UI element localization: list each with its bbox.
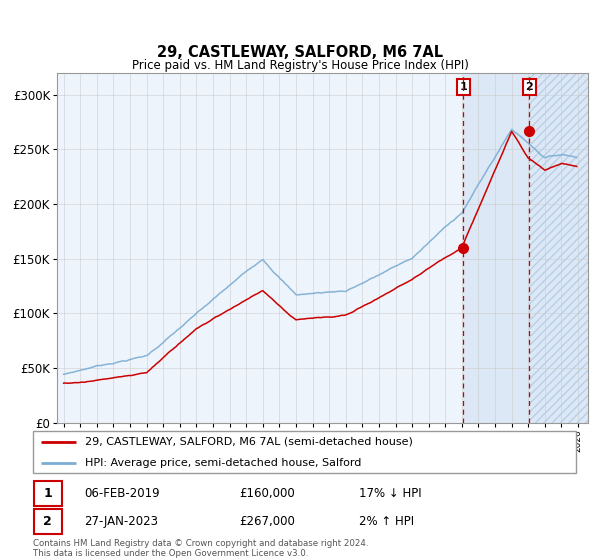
Text: 29, CASTLEWAY, SALFORD, M6 7AL: 29, CASTLEWAY, SALFORD, M6 7AL: [157, 45, 443, 60]
Text: 2: 2: [526, 82, 533, 92]
Bar: [529, 73, 588, 423]
Text: HPI: Average price, semi-detached house, Salford: HPI: Average price, semi-detached house,…: [85, 458, 361, 468]
Text: 2% ↑ HPI: 2% ↑ HPI: [359, 515, 414, 528]
Text: 27-JAN-2023: 27-JAN-2023: [85, 515, 158, 528]
Text: £267,000: £267,000: [239, 515, 295, 528]
Text: 1: 1: [43, 487, 52, 500]
Text: Price paid vs. HM Land Registry's House Price Index (HPI): Price paid vs. HM Land Registry's House …: [131, 59, 469, 72]
Text: 06-FEB-2019: 06-FEB-2019: [85, 487, 160, 500]
Text: 29, CASTLEWAY, SALFORD, M6 7AL (semi-detached house): 29, CASTLEWAY, SALFORD, M6 7AL (semi-det…: [85, 437, 412, 447]
Text: £160,000: £160,000: [239, 487, 295, 500]
FancyBboxPatch shape: [33, 431, 576, 473]
FancyBboxPatch shape: [34, 480, 62, 506]
Text: 1: 1: [460, 82, 467, 92]
Text: 17% ↓ HPI: 17% ↓ HPI: [359, 487, 421, 500]
FancyBboxPatch shape: [34, 509, 62, 534]
Text: 2: 2: [43, 515, 52, 528]
Text: Contains HM Land Registry data © Crown copyright and database right 2024.
This d: Contains HM Land Registry data © Crown c…: [33, 539, 368, 558]
Bar: [463, 73, 588, 423]
